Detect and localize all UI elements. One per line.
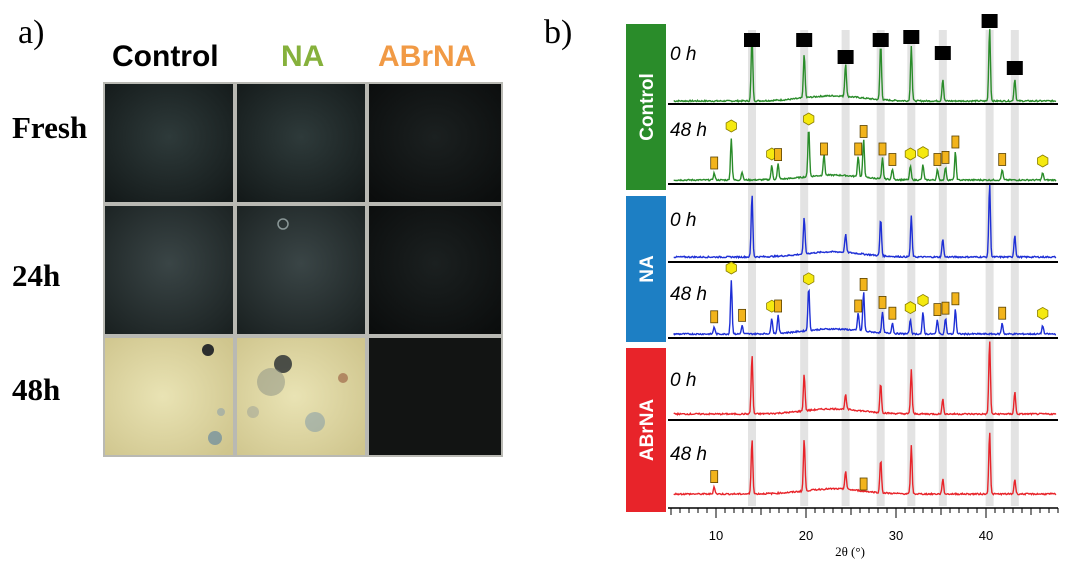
xrd-trace-4 — [673, 341, 1057, 416]
panel-a-label: a) — [18, 14, 45, 51]
panel-b-label: b) — [544, 14, 573, 51]
hexagon-phase-marker — [725, 261, 737, 275]
reference-band-6 — [985, 30, 994, 506]
column-header-abrna: ABrNA — [378, 40, 477, 73]
group-label-abrna-text: ABrNA — [637, 399, 658, 462]
rectangle-phase-marker — [998, 306, 1007, 320]
perovskite-square-marker — [796, 33, 813, 47]
rectangle-phase-marker — [859, 125, 868, 138]
xrd-trace-5 — [673, 432, 1057, 497]
hexagon-phase-marker — [803, 272, 815, 286]
perovskite-square-marker — [981, 14, 998, 28]
row-header-fresh: Fresh — [12, 110, 88, 145]
reference-band-2 — [841, 30, 850, 506]
time-label-na-0h: 0 h — [670, 210, 696, 231]
group-label-na: NA — [626, 196, 666, 342]
time-label-na-48h: 48 h — [670, 284, 707, 305]
rectangle-phase-marker — [710, 310, 719, 324]
rectangle-phase-marker — [854, 299, 863, 313]
time-label-abrna-0h: 0 h — [670, 370, 696, 391]
rectangle-phase-marker — [941, 301, 950, 315]
film-abrna-fresh — [369, 84, 501, 202]
rectangle-phase-marker — [951, 135, 960, 149]
rectangle-phase-marker — [941, 150, 950, 164]
hexagon-phase-marker — [904, 301, 916, 315]
film-abrna-24h — [369, 206, 501, 334]
x-axis-label: 2θ (°) — [835, 544, 865, 559]
row-header-48h: 48h — [12, 372, 61, 407]
rectangle-phase-marker — [774, 299, 782, 313]
x-tick-label-10: 10 — [709, 528, 723, 543]
group-label-abrna: ABrNA — [626, 348, 666, 512]
hexagon-phase-marker — [803, 112, 815, 126]
group-label-na-text: NA — [637, 255, 658, 283]
rectangle-phase-marker — [854, 142, 863, 156]
rectangle-phase-marker — [998, 153, 1007, 166]
xrd-plot-area — [668, 14, 1058, 506]
film-photo-grid — [103, 82, 503, 457]
rectangle-phase-marker — [710, 470, 719, 484]
rectangle-phase-marker — [710, 156, 719, 170]
x-tick-label-20: 20 — [799, 528, 813, 543]
film-abrna-48h — [369, 338, 501, 455]
hexagon-phase-marker — [725, 119, 737, 133]
hexagon-phase-marker — [917, 146, 929, 160]
reference-band-3 — [876, 30, 885, 506]
x-tick-label-40: 40 — [979, 528, 993, 543]
reference-band-0 — [748, 30, 756, 506]
film-control-fresh — [105, 84, 233, 202]
xrd-trace-0 — [673, 28, 1057, 103]
film-na-24h — [237, 206, 365, 334]
rectangle-phase-marker — [888, 306, 897, 320]
rectangle-phase-marker — [878, 295, 887, 309]
perovskite-square-marker — [872, 33, 889, 47]
film-photo-svg — [103, 82, 503, 457]
rectangle-phase-marker — [933, 153, 942, 166]
group-label-control-text: Control — [637, 73, 658, 141]
reference-band-7 — [1010, 30, 1019, 506]
rectangle-phase-marker — [888, 153, 897, 166]
hexagon-phase-marker — [1037, 154, 1049, 168]
reference-band-4 — [907, 30, 916, 506]
hexagon-phase-marker — [917, 293, 929, 307]
perovskite-square-marker — [744, 33, 760, 47]
rectangle-phase-marker — [878, 142, 887, 156]
column-header-na: NA — [281, 40, 325, 73]
rectangle-phase-marker — [933, 303, 942, 317]
xrd-trace-2 — [673, 184, 1057, 260]
xrd-trace-3 — [673, 280, 1057, 337]
film-na-48h — [237, 338, 365, 455]
perovskite-square-marker — [934, 46, 951, 60]
perovskite-square-marker — [903, 30, 920, 44]
reference-band-1 — [800, 30, 809, 506]
row-header-24h: 24h — [12, 258, 61, 293]
perovskite-square-marker — [1006, 61, 1023, 75]
xrd-trace-1 — [673, 131, 1057, 183]
film-na-fresh — [237, 84, 365, 202]
x-axis — [668, 507, 1059, 518]
group-label-control: Control — [626, 24, 666, 190]
perovskite-square-marker — [837, 50, 854, 64]
rectangle-phase-marker — [820, 142, 828, 156]
time-label-control-0h: 0 h — [670, 44, 696, 65]
column-header-control: Control — [112, 40, 219, 73]
rectangle-phase-marker — [859, 277, 868, 291]
x-tick-label-30: 30 — [889, 528, 903, 543]
rectangle-phase-marker — [738, 308, 746, 322]
hexagon-phase-marker — [1037, 306, 1049, 320]
film-control-24h — [105, 206, 233, 334]
rectangle-phase-marker — [859, 477, 868, 491]
time-label-control-48h: 48 h — [670, 120, 707, 141]
rectangle-phase-marker — [774, 148, 782, 162]
time-label-abrna-48h: 48 h — [670, 444, 707, 465]
reference-band-5 — [938, 30, 947, 506]
hexagon-phase-marker — [904, 147, 916, 161]
rectangle-phase-marker — [951, 292, 960, 306]
